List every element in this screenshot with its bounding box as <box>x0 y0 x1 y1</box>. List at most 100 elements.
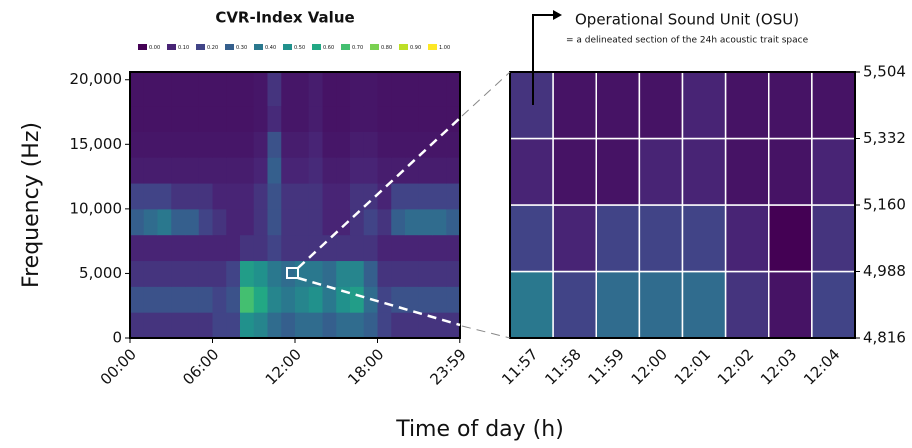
legend-label: 0.40 <box>265 45 276 51</box>
heat-cell <box>226 157 241 184</box>
heat-cell <box>171 183 186 210</box>
heat-cell <box>405 131 420 158</box>
heat-cell <box>281 234 296 262</box>
heat-cell <box>212 286 227 313</box>
x-tick-label: 11:58 <box>541 345 584 388</box>
osu-arrow <box>532 14 553 105</box>
heat-cell <box>308 208 323 236</box>
heat-cell <box>363 260 378 287</box>
x-tick-label: 11:59 <box>585 345 628 388</box>
heat-cell <box>308 72 323 107</box>
heat-cell <box>240 131 255 158</box>
heat-cell <box>185 131 200 158</box>
heat-cell <box>308 105 323 132</box>
heat-cell <box>185 234 200 262</box>
heat-cell <box>724 71 770 140</box>
heat-cell <box>226 260 241 287</box>
heat-cell <box>185 260 200 287</box>
heat-cell <box>811 137 856 206</box>
heat-cell <box>143 72 158 107</box>
heat-cell <box>322 208 337 236</box>
heat-cell <box>267 260 282 287</box>
zoom-indicators <box>286 10 562 339</box>
y-tick-label: 20,000 <box>70 70 123 88</box>
heat-cell <box>226 131 241 158</box>
heat-cell <box>226 72 241 107</box>
osu-heatmap: 4,816 4,988 5,160 5,332 5,504 11:57 11:58 11:59… <box>498 63 906 389</box>
x-tick-label: 06:00 <box>179 345 222 388</box>
heat-cell <box>322 260 337 287</box>
legend-swatch <box>283 44 292 50</box>
heat-cell <box>267 208 282 236</box>
heat-cell <box>509 270 554 339</box>
heat-cell <box>130 286 145 313</box>
heat-cell <box>363 131 378 158</box>
heat-cell <box>212 72 227 107</box>
heat-cell <box>143 131 158 158</box>
legend-label: 0.80 <box>381 45 392 51</box>
legend-label: 0.90 <box>410 45 421 51</box>
heat-cell <box>198 72 213 107</box>
heat-cell <box>212 183 227 210</box>
legend-swatch <box>254 44 263 50</box>
heat-cell <box>405 208 420 236</box>
heat-cell <box>253 131 268 158</box>
heat-cell <box>432 286 447 313</box>
heat-cell <box>212 312 227 339</box>
y-tick-label: 5,000 <box>79 264 122 282</box>
heat-cell <box>185 183 200 210</box>
heat-cell <box>240 312 255 339</box>
heat-cell <box>157 260 172 287</box>
heat-cell <box>198 157 213 184</box>
heat-cell <box>281 105 296 132</box>
heat-cell <box>267 286 282 313</box>
zoom-box <box>286 267 299 279</box>
heat-cell <box>157 286 172 313</box>
heat-cell <box>226 105 241 132</box>
legend-swatch <box>138 44 147 50</box>
heat-cell <box>446 157 461 184</box>
heat-cell <box>350 234 365 262</box>
heat-cell <box>267 131 282 158</box>
heat-cell <box>185 208 200 236</box>
heat-cell <box>295 131 310 158</box>
heat-cell <box>681 71 727 140</box>
legend-label: 0.50 <box>294 45 305 51</box>
heat-cell <box>681 270 727 339</box>
zoom-line <box>461 71 511 117</box>
heat-cell <box>377 260 392 287</box>
heat-cell <box>418 72 433 107</box>
heat-cell <box>253 234 268 262</box>
heat-cell <box>198 312 213 339</box>
heat-cell <box>198 208 213 236</box>
heat-cell <box>811 204 856 273</box>
heat-cell <box>185 105 200 132</box>
heat-cell <box>240 157 255 184</box>
legend-swatch <box>399 44 408 50</box>
heat-cell <box>432 234 447 262</box>
heat-cell <box>363 312 378 339</box>
heat-cell <box>446 208 461 236</box>
heat-cell <box>143 208 158 236</box>
heat-cell <box>130 183 145 210</box>
x-tick-label: 23:59 <box>426 345 469 388</box>
heat-cell <box>595 71 641 140</box>
heat-cell <box>363 105 378 132</box>
heat-cell <box>295 286 310 313</box>
heat-cell <box>350 260 365 287</box>
heat-cell <box>446 105 461 132</box>
heat-cell <box>405 260 420 287</box>
y-tick-label: 15,000 <box>70 135 123 153</box>
heat-cell <box>638 204 684 273</box>
legend-label: 0.20 <box>207 45 218 51</box>
heat-cell <box>418 260 433 287</box>
y-tick-label: 0 <box>112 329 122 347</box>
heat-cell <box>185 157 200 184</box>
heat-cell <box>595 137 641 206</box>
heat-cell <box>185 72 200 107</box>
heat-cell <box>295 234 310 262</box>
heat-cell <box>198 234 213 262</box>
heat-cell <box>391 72 406 107</box>
heat-cell <box>171 157 186 184</box>
x-tick-label: 12:02 <box>714 345 757 388</box>
